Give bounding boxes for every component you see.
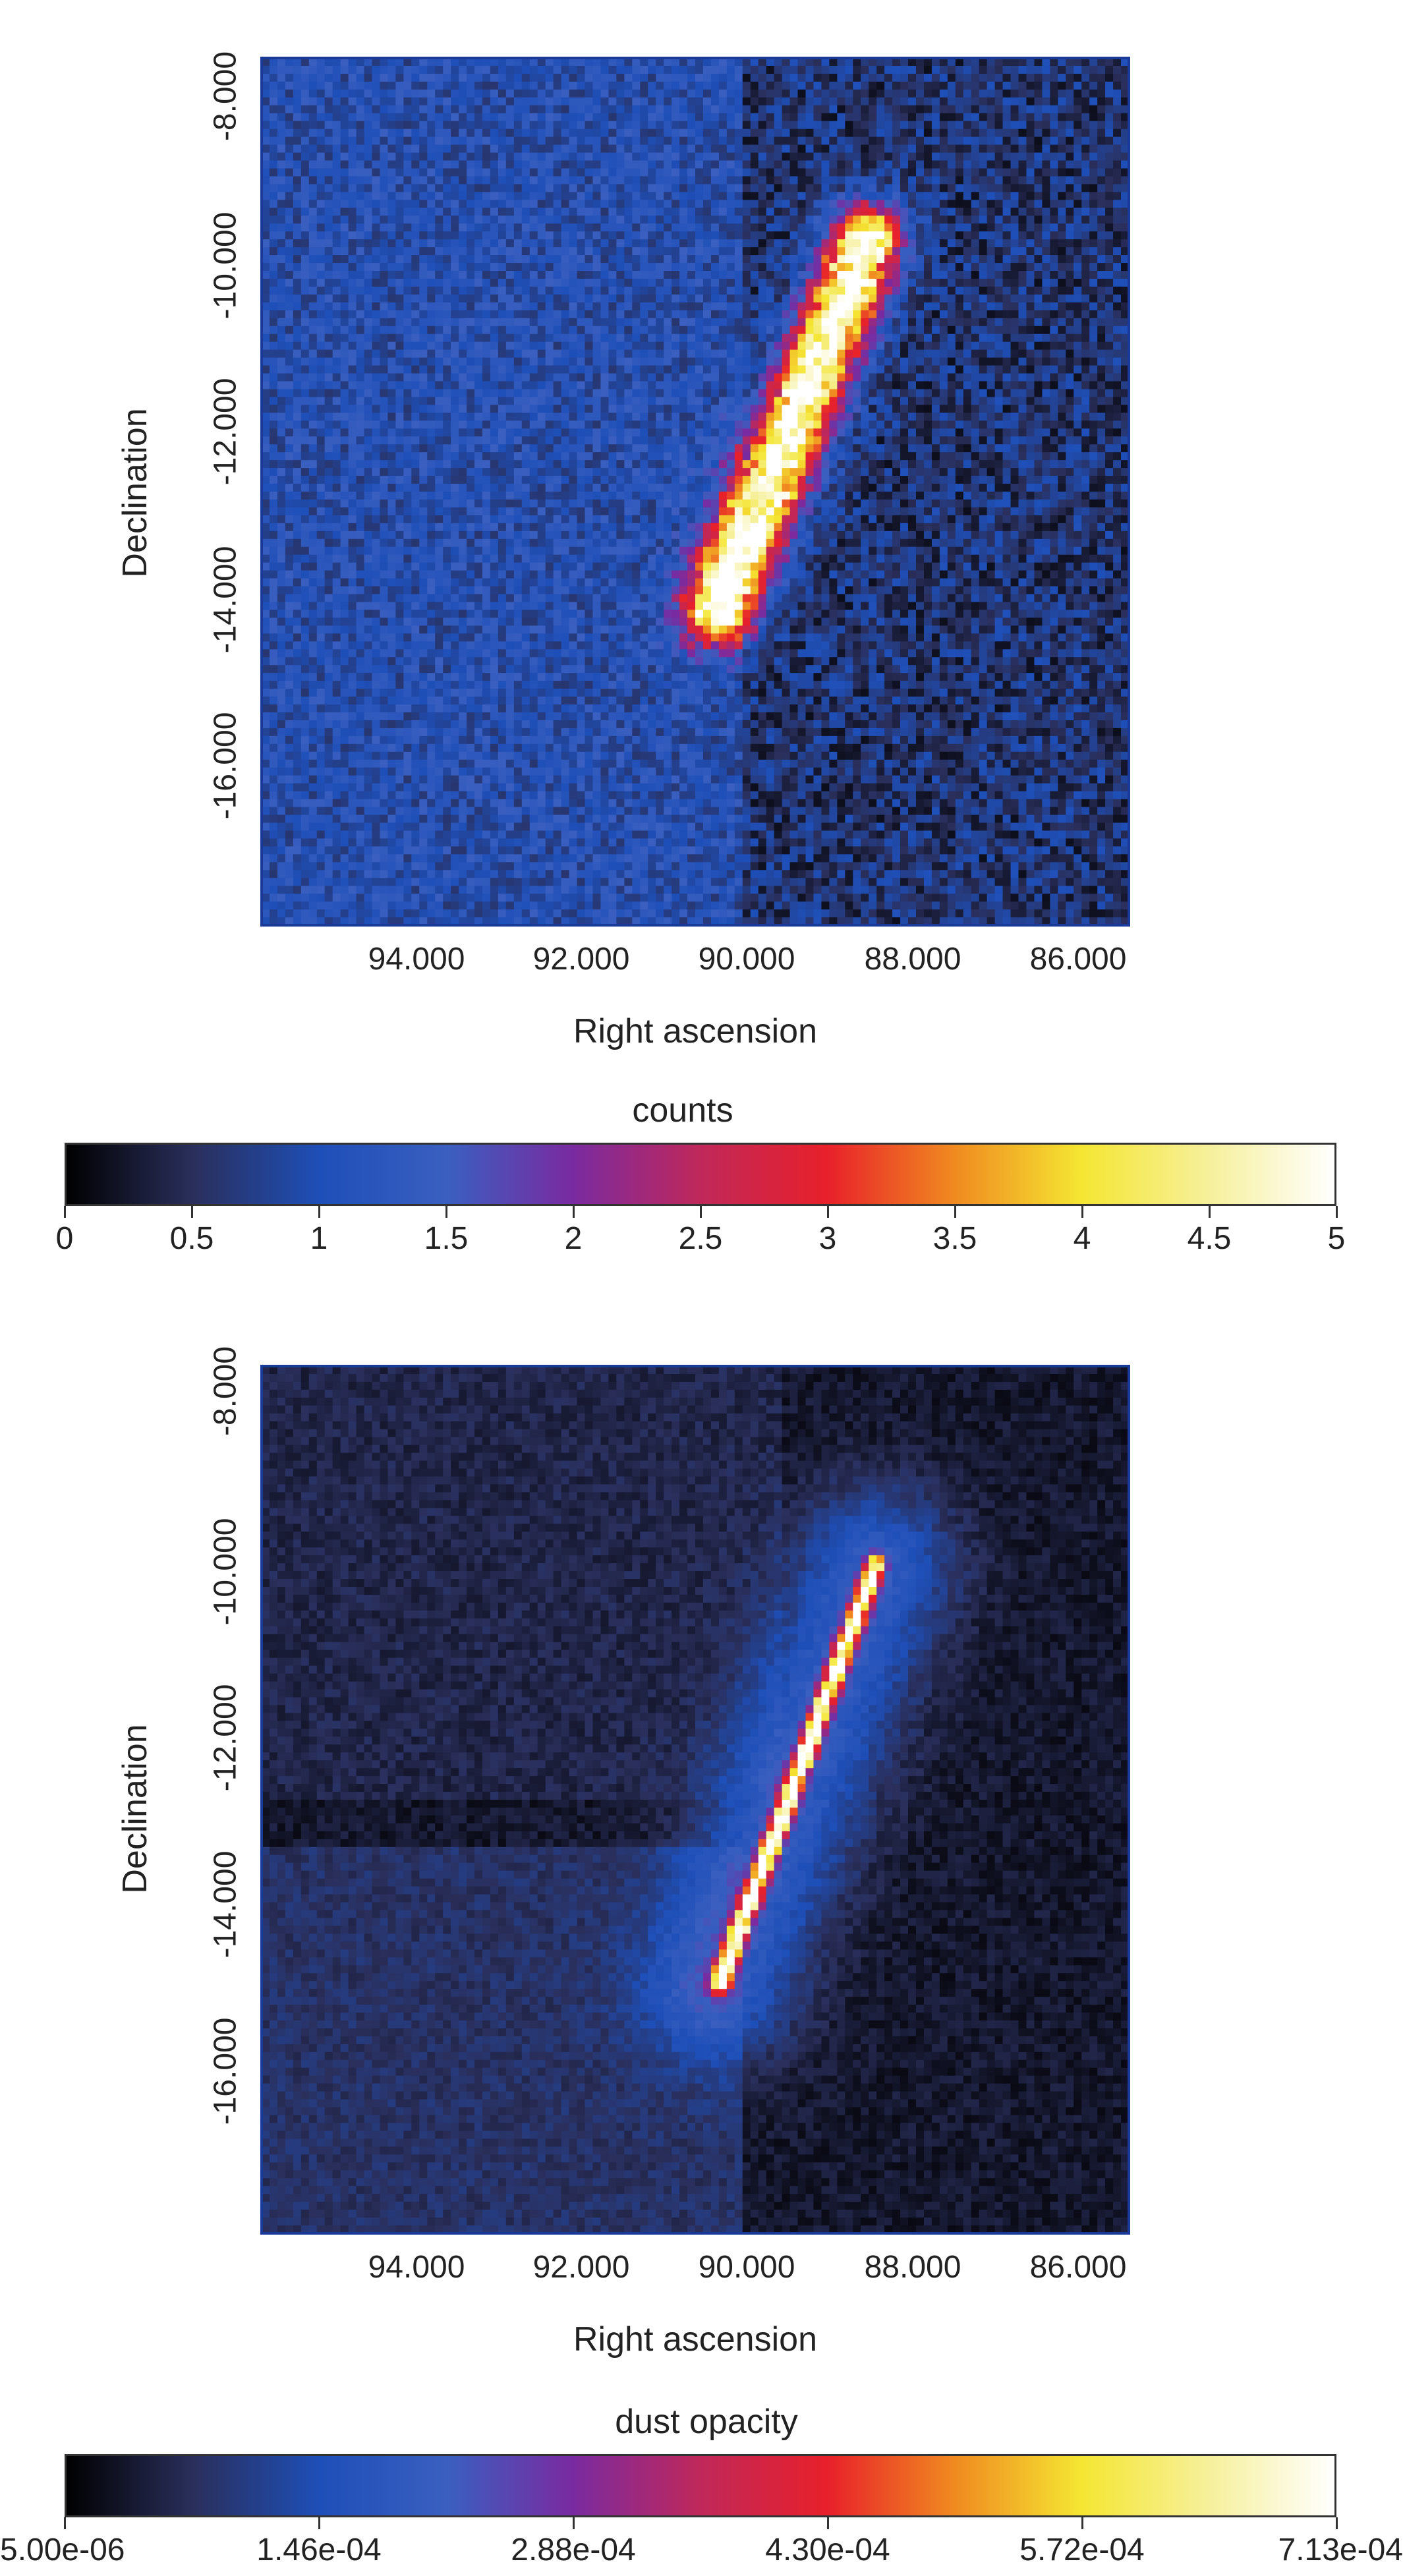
x-axis-title: Right ascension (262, 2320, 1129, 2359)
x-tick-label: 90.000 (699, 941, 795, 977)
dust-opacity-map-panel: -8.000 -10.000 -12.000 -14.000 -16.000 9… (0, 1308, 1403, 2359)
y-tick-label: -14.000 (208, 546, 244, 654)
colorbar-tick (954, 1206, 956, 1218)
colorbar-tick-label: 1.46e-04 (256, 2532, 382, 2568)
colorbar-tick (573, 2517, 575, 2529)
colorbar-tick-label: 4.5 (1188, 1220, 1232, 1257)
x-tick-label: 88.000 (865, 2249, 961, 2285)
colorbar-tick-label: 5.00e-06 (0, 2532, 125, 2568)
dust-opacity-map-plot (260, 1365, 1130, 2235)
colorbar-tick-label: 4.30e-04 (765, 2532, 890, 2568)
counts-map-panel: -8.000 -10.000 -12.000 -14.000 -16.000 9… (0, 0, 1403, 1050)
colorbar-tick-label: 1 (310, 1220, 328, 1257)
colorbar-tick-label: 4 (1074, 1220, 1091, 1257)
y-axis-title: Declination (115, 1724, 155, 1893)
plot-frame (260, 1365, 1130, 2235)
heatmap-cells (262, 58, 1130, 926)
colorbar-tick-label: 5 (1328, 1220, 1346, 1257)
colorbar-tick-label: 1.5 (424, 1220, 469, 1257)
colorbar-tick-label: 7.13e-04 (1278, 2532, 1403, 2568)
colorbar-tick (445, 1206, 447, 1218)
colorbar-tick (318, 2517, 320, 2529)
plot-frame (260, 57, 1130, 927)
counts-map-plot (260, 57, 1130, 927)
y-tick-label: -10.000 (208, 1518, 244, 1626)
colorbar-tick (827, 2517, 829, 2529)
colorbar-tick (1336, 1206, 1338, 1218)
y-tick-label: -8.000 (208, 51, 244, 141)
colorbar-tick-label: 5.72e-04 (1019, 2532, 1145, 2568)
colorbar-tick-label: 2.88e-04 (511, 2532, 636, 2568)
x-tick-label: 88.000 (865, 941, 961, 977)
y-tick-label: -12.000 (208, 378, 244, 486)
heatmap-cells (262, 1366, 1130, 2234)
colorbar-title: dust opacity (615, 2402, 798, 2442)
y-tick-label: -8.000 (208, 1346, 244, 1436)
colorbar-tick-label: 2.5 (679, 1220, 723, 1257)
colorbar-tick (1209, 1206, 1211, 1218)
x-tick-label: 90.000 (699, 2249, 795, 2285)
y-tick-label: -12.000 (208, 1684, 244, 1792)
colorbar (65, 2454, 1336, 2517)
colorbar-tick (700, 1206, 702, 1218)
colorbar (65, 1143, 1336, 1206)
colorbar-tick (1336, 2517, 1338, 2529)
colorbar-tick (318, 1206, 320, 1218)
y-tick-label: -16.000 (208, 712, 244, 820)
colorbar-tick-label: 0.5 (170, 1220, 214, 1257)
y-axis-title: Declination (115, 408, 155, 577)
colorbar-tick-label: 2 (565, 1220, 583, 1257)
colorbar-tick-label: 3 (819, 1220, 837, 1257)
y-tick-label: -14.000 (208, 1851, 244, 1959)
colorbar-title: counts (632, 1091, 733, 1130)
x-axis-title: Right ascension (262, 1012, 1129, 1051)
x-tick-label: 86.000 (1030, 2249, 1127, 2285)
colorbar-tick-label: 0 (56, 1220, 74, 1257)
x-tick-label: 94.000 (368, 941, 465, 977)
colorbar-tick (64, 2517, 66, 2529)
y-tick-label: -16.000 (208, 2018, 244, 2125)
colorbar-tick (1081, 1206, 1083, 1218)
colorbar-tick-label: 3.5 (933, 1220, 977, 1257)
x-tick-label: 86.000 (1030, 941, 1127, 977)
x-tick-label: 94.000 (368, 2249, 465, 2285)
colorbar-tick (827, 1206, 829, 1218)
colorbar-tick (64, 1206, 66, 1218)
colorbar-tick (573, 1206, 575, 1218)
colorbar-tick (1081, 2517, 1083, 2529)
x-tick-label: 92.000 (533, 941, 630, 977)
x-tick-label: 92.000 (533, 2249, 630, 2285)
colorbar-tick (191, 1206, 193, 1218)
y-tick-label: -10.000 (208, 212, 244, 320)
